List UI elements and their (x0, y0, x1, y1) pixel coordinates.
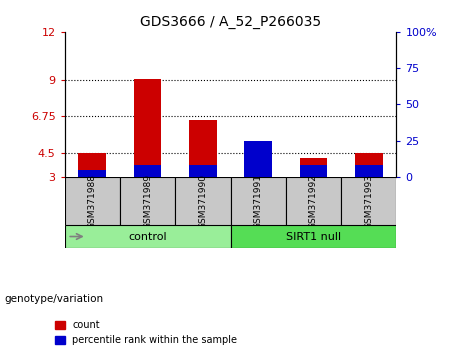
Bar (355, 153, 383, 177)
Bar (286, 177, 341, 225)
Text: control: control (128, 232, 167, 241)
Bar (78, 170, 106, 177)
Text: GSM371988: GSM371988 (88, 173, 97, 229)
Text: genotype/variation: genotype/variation (5, 294, 104, 304)
Bar (65, 225, 230, 248)
Legend: count, percentile rank within the sample: count, percentile rank within the sample (51, 316, 241, 349)
Text: GSM371993: GSM371993 (364, 173, 373, 229)
Bar (244, 141, 272, 177)
Text: GSM371991: GSM371991 (254, 173, 263, 229)
Bar (134, 79, 161, 177)
Bar (355, 165, 383, 177)
Bar (134, 165, 161, 177)
Text: GSM371989: GSM371989 (143, 173, 152, 229)
Bar (300, 158, 327, 177)
Bar (230, 177, 286, 225)
Bar (189, 165, 217, 177)
Bar (341, 177, 396, 225)
Bar (120, 177, 175, 225)
Bar (244, 146, 272, 177)
Text: GSM371992: GSM371992 (309, 173, 318, 228)
Bar (65, 177, 120, 225)
Bar (230, 225, 396, 248)
Bar (175, 177, 230, 225)
Bar (189, 120, 217, 177)
Bar (78, 153, 106, 177)
Text: GSM371990: GSM371990 (198, 173, 207, 229)
Text: SIRT1 null: SIRT1 null (286, 232, 341, 241)
Bar (300, 165, 327, 177)
Title: GDS3666 / A_52_P266035: GDS3666 / A_52_P266035 (140, 16, 321, 29)
